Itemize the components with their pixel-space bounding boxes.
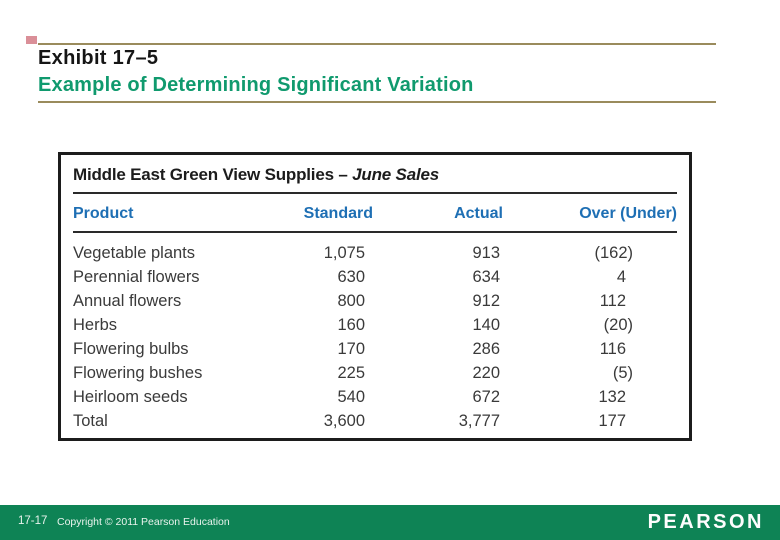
header-divider [73,231,677,233]
table-row: Total 3,600 3,777 177 [73,409,677,433]
subtitle-rule [38,101,716,103]
over-under-cell: 4 [616,268,626,286]
table-title-emphasis: June Sales [352,165,439,184]
product-cell: Total [73,412,108,430]
actual-cell: 286 [472,340,500,358]
product-cell: Flowering bulbs [73,340,189,358]
product-cell: Herbs [73,316,118,334]
over-under-cell: (5) [612,364,633,382]
actual-cell: 140 [472,316,500,334]
actual-cell: 912 [472,292,500,310]
actual-cell: 3,777 [458,412,500,430]
over-under-cell: 116 [599,340,626,358]
product-cell: Annual flowers [73,292,182,310]
standard-cell: 225 [337,364,365,382]
exhibit-title: Exhibit 17–5 [38,47,159,69]
footer-bar: 17-17 Copyright © 2011 Pearson Education… [0,505,780,540]
actual-cell: 913 [472,244,500,262]
column-header-product: Product [73,205,134,222]
pearson-logo: PEARSON [647,511,764,533]
sales-table: Middle East Green View Supplies – June S… [58,152,692,441]
copyright-text: Copyright © 2011 Pearson Education [57,516,230,528]
exhibit-subtitle: Example of Determining Significant Varia… [38,74,474,96]
standard-cell: 630 [337,268,365,286]
title-divider [73,192,677,194]
column-header-standard: Standard [303,205,373,222]
standard-cell: 540 [337,388,365,406]
table-body: Vegetable plants 1,075 913 (162) Perennial f… [73,241,677,433]
standard-cell: 170 [337,340,365,358]
column-header-actual: Actual [454,205,503,222]
actual-cell: 672 [472,388,500,406]
table-row: Herbs 160 140 (20) [73,313,677,337]
over-under-cell: (20) [603,316,633,334]
slide-number: 17-17 [18,515,48,527]
top-rule [38,43,716,45]
product-cell: Perennial flowers [73,268,200,286]
standard-cell: 3,600 [323,412,365,430]
product-cell: Vegetable plants [73,244,196,262]
actual-cell: 220 [472,364,500,382]
table-row: Annual flowers 800 912 112 [73,289,677,313]
over-under-cell: (162) [594,244,633,262]
product-cell: Flowering bushes [73,364,203,382]
product-cell: Heirloom seeds [73,388,188,406]
table-row: Heirloom seeds 540 672 132 [73,385,677,409]
table-row: Flowering bulbs 170 286 116 [73,337,677,361]
table-title: Middle East Green View Supplies – June S… [73,165,677,185]
over-under-cell: 132 [598,388,626,406]
accent-mark [26,36,37,44]
table-row: Flowering bushes 225 220 (5) [73,361,677,385]
table-header-row: Product Standard Actual Over (Under) [73,204,677,224]
table-title-main: Middle East Green View Supplies – [73,165,353,184]
over-under-cell: 112 [599,292,626,310]
standard-cell: 1,075 [323,244,365,262]
standard-cell: 800 [337,292,365,310]
table-row: Vegetable plants 1,075 913 (162) [73,241,677,265]
standard-cell: 160 [337,316,365,334]
table-row: Perennial flowers 630 634 4 [73,265,677,289]
column-header-over-under: Over (Under) [579,205,677,222]
over-under-cell: 177 [598,412,626,430]
actual-cell: 634 [472,268,500,286]
